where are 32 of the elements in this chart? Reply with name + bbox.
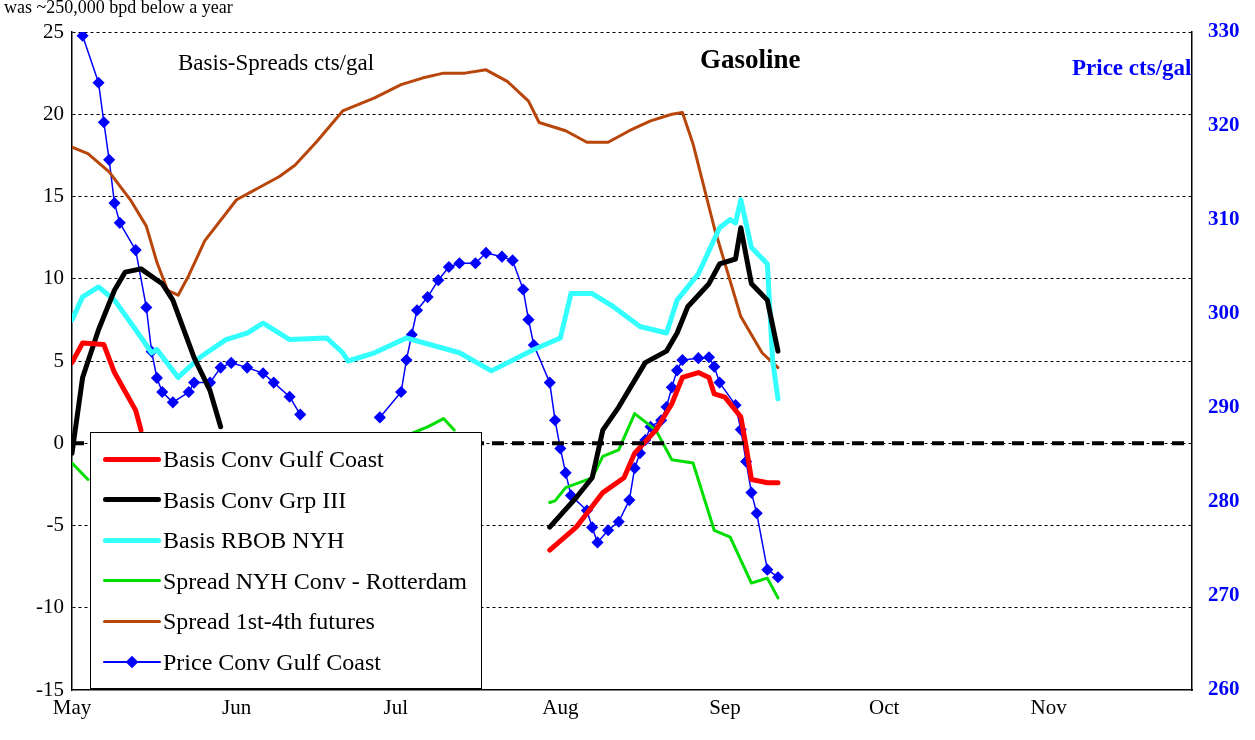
legend-label: Basis RBOB NYH	[163, 526, 345, 555]
y-tick-label: -5	[46, 512, 64, 537]
y-axis-title: Basis-Spreads cts/gal	[178, 50, 375, 76]
x-tick-label: Jul	[383, 695, 409, 720]
y2-tick-label: 260	[1208, 676, 1240, 701]
legend-label: Spread NYH Conv - Rotterdam	[163, 566, 467, 596]
y2-tick-label: 270	[1208, 582, 1240, 607]
y-tick-label: 25	[43, 18, 64, 43]
y-tick-label: 5	[53, 347, 64, 372]
y2-tick-label: 320	[1208, 112, 1240, 137]
y-tick-label: 0	[53, 429, 64, 454]
legend-label: Basis Conv Gulf Coast	[163, 445, 384, 474]
y-tick-label: 10	[43, 265, 64, 290]
legend-label: Basis Conv Grp III	[163, 485, 347, 515]
x-tick-label: Nov	[1030, 695, 1068, 720]
text: was ~250,000 bpd below a year	[4, 0, 233, 18]
y-tick-label: 20	[43, 100, 64, 125]
x-tick-label: Aug	[542, 695, 579, 720]
x-tick-label: Oct	[868, 695, 900, 720]
x-tick-label: Jun	[221, 695, 252, 720]
y2-tick-label: 310	[1208, 206, 1240, 231]
x-tick-label: Sep	[709, 695, 741, 720]
chart-title: Gasoline	[700, 44, 801, 75]
y2-tick-label: 290	[1208, 394, 1240, 419]
y-tick-label: -10	[36, 594, 64, 619]
legend-label: Spread 1st-4th futures	[163, 607, 375, 636]
legend-label: Price Conv Gulf Coast	[163, 647, 381, 677]
y2-tick-label: 330	[1208, 18, 1240, 43]
y2-tick-label: 280	[1208, 488, 1240, 513]
y2-axis-title: Price cts/gal	[1072, 55, 1192, 81]
y-tick-label: 15	[43, 183, 64, 208]
y2-tick-label: 300	[1208, 300, 1240, 325]
